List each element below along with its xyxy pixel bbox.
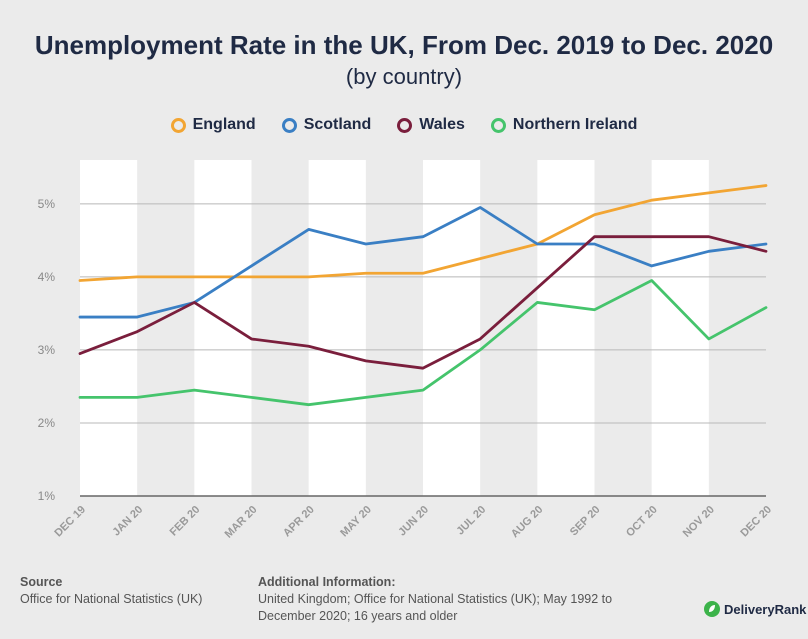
x-tick-label: MAY 20: [338, 504, 374, 540]
brand-logo[interactable]: DeliveryRank: [704, 601, 806, 617]
legend-label: Wales: [419, 116, 465, 133]
background-band: [194, 160, 252, 496]
x-tick-label: FEB 20: [168, 504, 203, 539]
x-tick-label: MAR 20: [223, 504, 260, 541]
x-tick-label: APR 20: [281, 504, 317, 540]
x-tick-label: AUG 20: [509, 504, 546, 541]
source-block: Source Office for National Statistics (U…: [20, 574, 202, 608]
background-band: [80, 160, 138, 496]
legend-label: England: [192, 116, 256, 133]
y-tick-label: 4%: [38, 270, 56, 284]
y-tick-label: 5%: [38, 197, 56, 211]
leaf-logo-icon: [704, 601, 720, 617]
info-line-1: United Kingdom; Office for National Stat…: [258, 592, 613, 606]
series-line-northern-ireland: [78, 279, 768, 407]
source-heading: Source: [20, 575, 63, 589]
source-text: Office for National Statistics (UK): [20, 592, 203, 606]
background-band: [651, 160, 709, 496]
legend-marker-icon: [490, 117, 506, 133]
background-band: [423, 160, 481, 496]
legend-item: Scotland: [281, 116, 372, 134]
legend-item: England: [170, 116, 256, 134]
chart-subtitle: (by country): [345, 64, 463, 89]
x-tick-label: NOV 20: [681, 504, 717, 540]
legend-item: Wales: [397, 116, 465, 134]
x-tick-label: DEC 20: [738, 504, 774, 540]
line-chart: 1% 2% 3% 4% 5% DEC 19 JAN 20 FEB 20 MAR 20 APR 20…: [38, 160, 774, 541]
y-tick-label: 3%: [38, 343, 56, 357]
series-line-wales: [78, 235, 768, 370]
x-tick-label: JAN 20: [110, 504, 145, 539]
background-band: [537, 160, 595, 496]
y-tick-label: 1%: [38, 489, 56, 503]
x-tick-label: JUL 20: [454, 504, 488, 538]
info-line-2: December 2020; 16 years and older: [258, 609, 458, 623]
legend-label: Northern Ireland: [512, 116, 638, 133]
x-tick-label: OCT 20: [624, 504, 660, 540]
x-tick-label: JUN 20: [396, 504, 431, 539]
x-tick-label: SEP 20: [568, 504, 603, 539]
brand-name: DeliveryRank: [724, 601, 807, 617]
y-tick-label: 2%: [38, 416, 56, 430]
legend-marker-icon: [397, 117, 413, 133]
info-heading: Additional Information:: [258, 575, 396, 589]
chart-legend: England Scotland Wales Northern Ireland: [0, 116, 808, 134]
chart-title: Unemployment Rate in the UK, From Dec. 2…: [34, 30, 774, 60]
legend-marker-icon: [281, 117, 297, 133]
additional-info-block: Additional Information: United Kingdom; …: [258, 574, 612, 625]
legend-label: Scotland: [303, 116, 372, 133]
series-line-england: [78, 184, 768, 282]
legend-marker-icon: [170, 117, 186, 133]
x-tick-label: DEC 19: [52, 504, 88, 540]
background-band: [308, 160, 366, 496]
legend-item: Northern Ireland: [490, 116, 638, 134]
